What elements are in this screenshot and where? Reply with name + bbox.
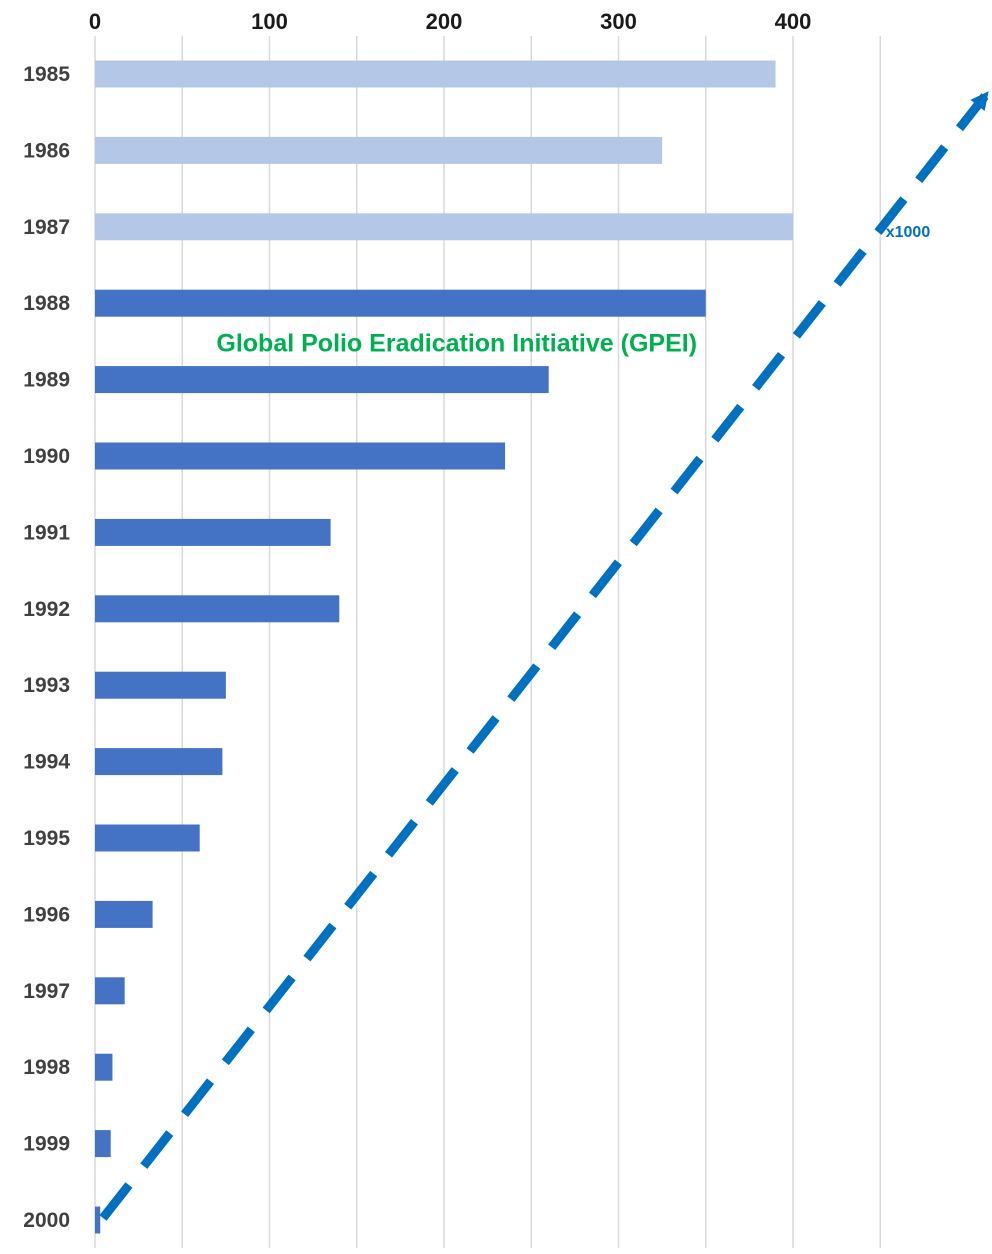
category-label-1985: 1985 xyxy=(23,63,70,86)
category-label-1987: 1987 xyxy=(23,216,70,239)
category-label-1986: 1986 xyxy=(23,139,70,162)
bar-1991 xyxy=(95,518,331,546)
category-label-1993: 1993 xyxy=(23,674,70,697)
bar-1996 xyxy=(95,900,153,928)
bar-1985 xyxy=(95,60,776,88)
x-tick-label-200: 200 xyxy=(426,9,463,34)
x-tick-label-400: 400 xyxy=(775,9,812,34)
trend-line xyxy=(99,93,989,1221)
bar-1999 xyxy=(95,1130,111,1158)
multiplier-annotation: x1000 xyxy=(886,224,931,241)
bar-1992 xyxy=(95,595,340,623)
bar-1994 xyxy=(95,748,223,776)
gpei-annotation: Global Polio Eradication Initiative (GPE… xyxy=(216,329,697,357)
bar-1988 xyxy=(95,289,706,317)
category-label-1990: 1990 xyxy=(23,445,70,468)
category-label-1998: 1998 xyxy=(23,1056,70,1079)
category-label-1997: 1997 xyxy=(23,980,70,1003)
bar-1986 xyxy=(95,136,663,164)
bar-1990 xyxy=(95,442,506,470)
bar-1995 xyxy=(95,824,200,852)
bars xyxy=(95,60,793,1234)
trend-line-arrowhead xyxy=(970,91,989,111)
category-label-1991: 1991 xyxy=(23,521,70,544)
x-tick-label-0: 0 xyxy=(89,9,101,34)
category-label-1995: 1995 xyxy=(23,827,70,850)
category-label-2000: 2000 xyxy=(23,1209,70,1232)
y-axis-categories: 1985 1986 1987 1988 1989 1990 1991 1992 1993 1994… xyxy=(23,63,70,1232)
category-label-1992: 1992 xyxy=(23,598,70,621)
bar-1993 xyxy=(95,671,226,699)
bar-1997 xyxy=(95,977,125,1005)
category-label-1996: 1996 xyxy=(23,903,70,926)
x-tick-label-100: 100 xyxy=(251,9,288,34)
trend-line-group xyxy=(99,91,989,1221)
x-tick-label-300: 300 xyxy=(600,9,637,34)
bar-2000 xyxy=(95,1206,101,1234)
annotations: Global Polio Eradication Initiative (GPE… xyxy=(216,224,930,357)
category-label-1999: 1999 xyxy=(23,1133,70,1156)
bar-1998 xyxy=(95,1053,113,1081)
category-label-1988: 1988 xyxy=(23,292,70,315)
x-axis-ticks: 0 100 200 300 400 xyxy=(89,9,811,34)
category-label-1989: 1989 xyxy=(23,369,70,392)
bar-1989 xyxy=(95,366,549,394)
bar-1987 xyxy=(95,213,793,241)
category-label-1994: 1994 xyxy=(23,751,70,774)
